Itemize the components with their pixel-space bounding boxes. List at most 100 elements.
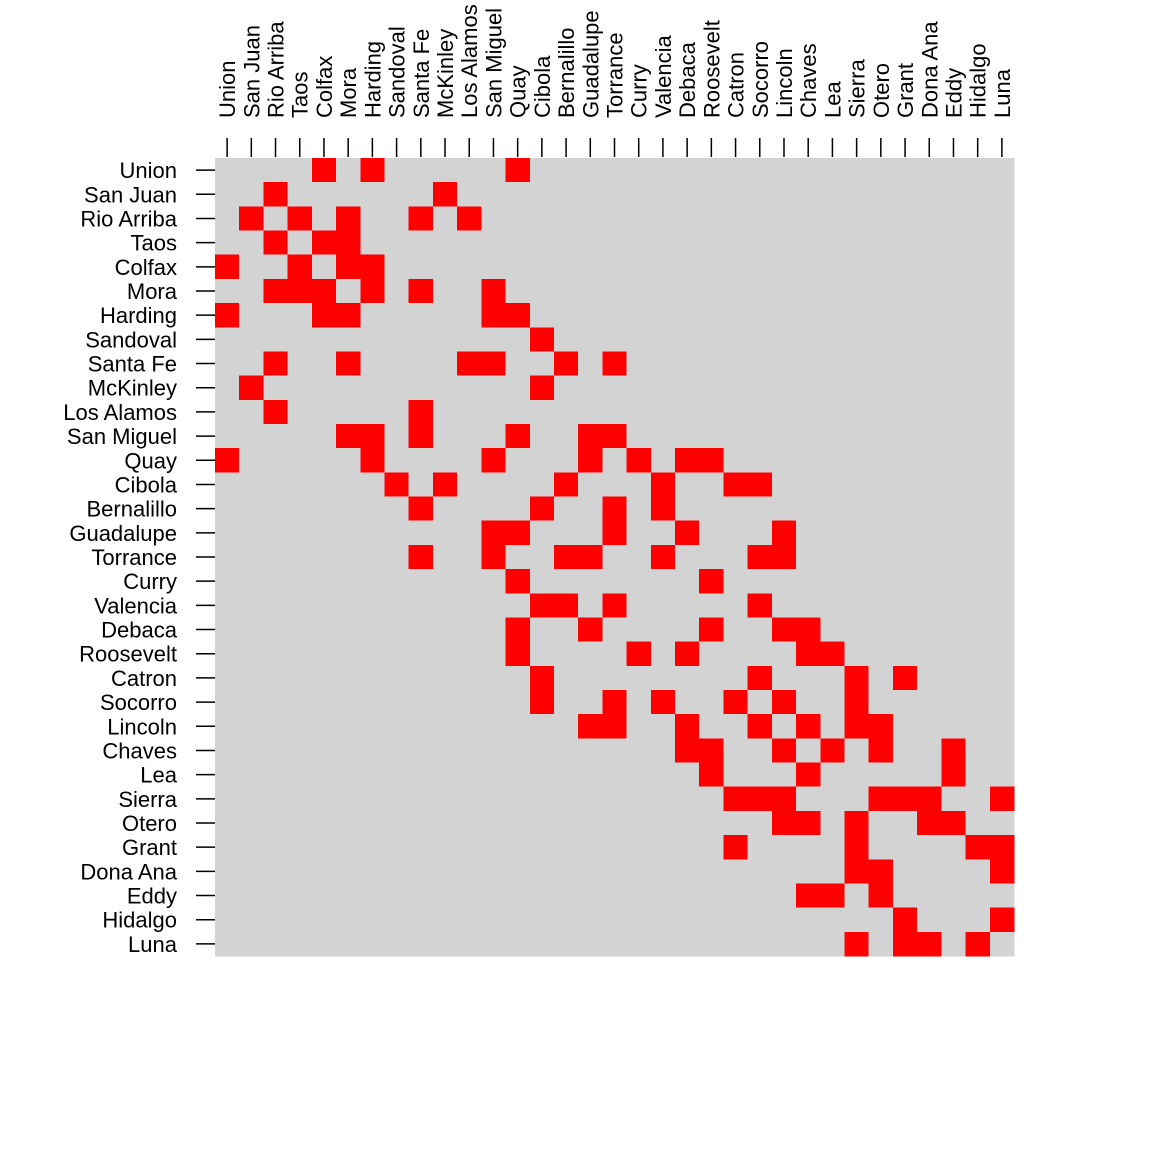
cell [602,472,628,498]
cell [771,351,797,377]
cell [457,399,482,425]
cell [868,158,894,183]
x-tick-label: San Juan [239,25,264,118]
cell [892,448,918,473]
cell [675,883,700,909]
cell [965,158,991,183]
cell [263,254,289,280]
cell [384,859,410,884]
cell [868,254,894,280]
cell [892,230,918,256]
cell [650,810,676,836]
cell [796,424,821,449]
cell [239,399,264,425]
cell [796,569,821,594]
cell [771,859,797,884]
cell [529,569,555,594]
cell [239,617,264,643]
cell [699,859,724,884]
cell [675,520,700,546]
cell [771,786,797,812]
cell [941,303,967,328]
cell [941,206,967,232]
cell [457,690,482,715]
cell [917,448,942,473]
cell [747,182,773,207]
cell [529,593,555,618]
cell [578,424,603,449]
cell [505,738,531,764]
cell [481,810,507,836]
cell [432,617,458,643]
cell [336,182,361,207]
cell [311,762,337,788]
cell [578,714,603,739]
cell [360,593,385,618]
cell [844,738,870,764]
cell [868,738,894,764]
cell [796,544,821,570]
cell [505,158,531,183]
cell [650,327,676,352]
cell [215,399,240,425]
cell [481,738,507,764]
cell [868,520,894,546]
cell [239,278,264,304]
cell [965,690,991,715]
cell [965,278,991,304]
cell [626,859,652,884]
cell [941,182,967,207]
x-tick-label: Valencia [651,34,676,118]
cell [215,230,240,256]
cell [263,931,289,957]
cell [505,351,531,377]
cell [553,496,579,522]
cell [505,762,531,788]
cell [360,786,385,812]
cell [408,714,434,739]
y-tick-label: Valencia [94,593,178,618]
cell [820,399,846,425]
cell [287,496,313,522]
x-tick-label: McKinley [433,29,458,118]
y-tick-label: Quay [124,448,177,473]
cell [675,714,700,739]
cell [675,278,700,304]
x-tick-label: Quay [506,65,531,118]
cell [360,254,385,280]
cell [965,544,991,570]
cell [263,907,289,933]
cell [239,303,264,328]
cell [336,424,361,449]
cell [650,859,676,884]
cell [941,931,967,957]
cell [287,641,313,667]
cell [675,593,700,618]
cell [384,424,410,449]
cell [311,810,337,836]
cell [384,351,410,377]
cell [360,931,385,957]
cell [505,399,531,425]
cell [311,544,337,570]
cell [602,859,628,884]
cell [457,883,482,909]
cell [675,496,700,522]
cell [602,351,628,377]
cell [771,424,797,449]
cell [311,182,337,207]
cell [796,883,821,909]
cell [820,593,846,618]
cell [287,472,313,498]
cell [844,327,870,352]
cell [820,617,846,643]
cell [263,375,289,401]
cell [287,375,313,401]
cell [965,859,991,884]
cell [796,859,821,884]
cell [941,399,967,425]
cell [771,835,797,860]
cell [675,690,700,715]
cell [602,399,628,425]
cell [384,472,410,498]
